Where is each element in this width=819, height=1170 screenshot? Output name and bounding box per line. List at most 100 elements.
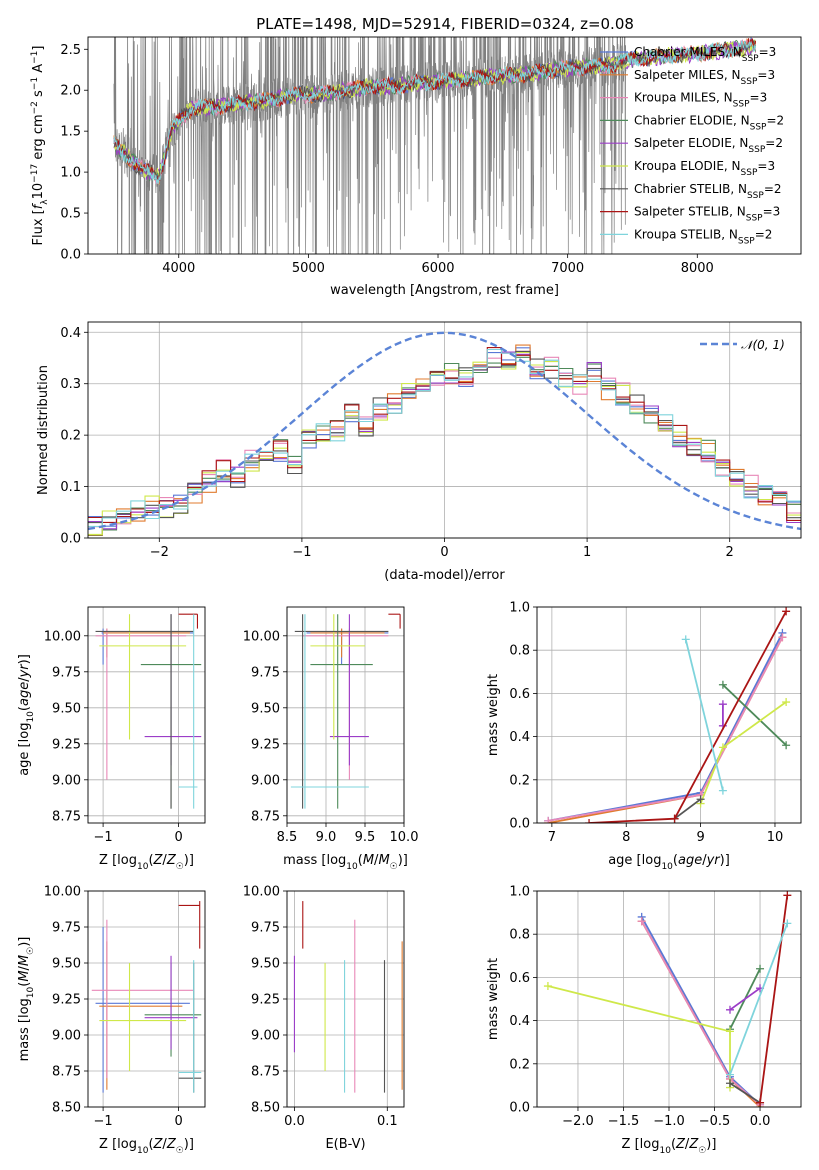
x-tick-label: −0.5 [699, 1114, 731, 1129]
axes-frame [87, 36, 802, 255]
y-tick-label: 9.50 [52, 701, 81, 716]
y-tick-label: 1.0 [509, 601, 530, 616]
y-tick-label: 0.0 [60, 248, 81, 263]
mass_weight_vs_Z-panel: −2.0 −1.5 −1.0 −0.5 0.0 0.0 0.2 0.4 0.6 0.8 1.0 Z [… [486, 885, 802, 1156]
x-tick-label: 0.0 [284, 1114, 305, 1129]
x-tick-label: 4000 [162, 261, 195, 276]
weight-marker [718, 680, 727, 689]
weight-series [729, 987, 761, 1011]
x-tick-label: −1.0 [653, 1114, 685, 1129]
x-axis-label: (data-model)/error [384, 568, 505, 583]
y-tick-label: 2.5 [60, 43, 81, 58]
x-tick-label: 8 [622, 830, 630, 845]
weight-marker [725, 1079, 734, 1088]
weight-marker [778, 633, 787, 642]
x-axis-label: Z [log10(Z/Z☉)] [99, 853, 194, 872]
model-spectrum [113, 40, 757, 185]
x-tick-label: 10 [767, 830, 784, 845]
weight-marker [681, 635, 690, 644]
y-tick-label: 9.25 [251, 737, 280, 752]
x-axis-label: mass [log10(M/M☉)] [283, 853, 408, 872]
y-tick-label: 0.8 [509, 928, 530, 943]
x-tick-label: 9.5 [355, 830, 376, 845]
legend-entry: Kroupa MILES, NSSP=3 [634, 91, 767, 110]
histogram-series [88, 348, 801, 527]
age_vs_mass-panel: 8.5 9.0 9.5 10.0 8.75 9.00 9.25 9.50 9.75 10.00 ma… [243, 606, 418, 872]
y-tick-label: 1.0 [509, 885, 530, 900]
figure-title: PLATE=1498, MJD=52914, FIBERID=0324, z=0… [256, 15, 634, 33]
weight-marker [718, 786, 727, 795]
x-tick-label: 5000 [292, 261, 325, 276]
x-tick-label: 1 [583, 545, 591, 560]
mass_vs_ebv-panel: 0.0 0.1 8.50 8.75 9.00 9.25 9.50 9.75 10.00 [243, 885, 405, 1129]
y-tick-label: 0.0 [509, 1101, 530, 1116]
weight-marker [585, 819, 594, 823]
weight-series [547, 985, 731, 1088]
x-axis-label: Z [log10(Z/Z☉)] [99, 1137, 194, 1156]
y-tick-label: 9.00 [251, 1029, 280, 1044]
weight-marker [670, 814, 679, 823]
axes-frame [87, 890, 206, 1108]
x-tick-label: 9 [696, 830, 704, 845]
y-tick-label: 0.6 [509, 971, 530, 986]
x-tick-label: −2 [150, 545, 169, 560]
x-tick-label: 0 [174, 1114, 182, 1129]
y-tick-label: 9.75 [52, 921, 81, 936]
x-tick-label: 0.1 [377, 1114, 398, 1129]
legend-entry: Chabrier STELIB, NSSP=2 [634, 182, 782, 201]
y-axis-label: age [log10(age/yr)] [17, 654, 36, 776]
age_vs_mass-plot-area [290, 613, 401, 809]
y-tick-label: 9.50 [251, 701, 280, 716]
age_vs_Z-plot-area [95, 613, 202, 809]
y-tick-label: 0.8 [509, 644, 530, 659]
axes-frame [87, 321, 802, 539]
y-tick-label: 9.25 [52, 737, 81, 752]
weight-marker [637, 917, 646, 926]
y-tick-label: 8.75 [52, 809, 81, 824]
x-tick-label: 8.5 [277, 830, 298, 845]
mass_vs_Z-panel: −1 0 8.50 8.75 9.00 9.25 9.50 9.75 10.00 Z [log10… [17, 885, 206, 1156]
axes-frame [536, 606, 802, 824]
y-tick-label: 2.0 [60, 84, 81, 99]
y-tick-label: 9.00 [251, 773, 280, 788]
y-axis-label: Normed distribution [36, 365, 51, 495]
weight-series [729, 1082, 761, 1104]
weight-marker [725, 1070, 734, 1079]
axes-frame [286, 606, 405, 824]
weight-marker [718, 700, 727, 709]
axes-frame [536, 890, 802, 1108]
spectrum-panel: 4000 5000 6000 7000 8000 0.0 0.5 1.0 1.5 2.0 2.5 wa… [30, 36, 802, 298]
mass_vs_Z-plot-area [91, 901, 202, 1093]
y-tick-label: 9.25 [52, 993, 81, 1008]
weight-series [640, 916, 761, 1106]
axes-frame [87, 606, 206, 824]
y-tick-label: 1.5 [60, 125, 81, 140]
normal-curve [88, 331, 801, 531]
weight-marker [782, 607, 791, 616]
y-axis-label: mass weight [486, 958, 501, 1040]
weight-marker [756, 964, 765, 973]
weight-marker [696, 795, 705, 804]
y-tick-label: 0.2 [509, 1057, 530, 1072]
y-tick-label: 1.0 [60, 166, 81, 181]
observed-spectrum [113, 37, 627, 254]
weight-marker [725, 1005, 734, 1014]
mass_weight_vs_age-plot-area [544, 607, 791, 823]
legend-entry: Salpeter STELIB, NSSP=3 [634, 205, 780, 224]
x-tick-label: 7 [548, 830, 556, 845]
x-tick-label: 7000 [551, 261, 584, 276]
mass_vs_ebv-plot-area [293, 901, 403, 1093]
x-tick-label: 2 [726, 545, 734, 560]
weight-marker [782, 741, 791, 750]
weight-marker [756, 1098, 765, 1107]
y-tick-label: 8.50 [52, 1101, 81, 1116]
y-tick-label: 9.50 [52, 957, 81, 972]
y-tick-label: 0.3 [60, 377, 81, 392]
residual_distribution-panel: −2 −1 0 1 2 0.0 0.1 0.2 0.3 0.4 𝒩(0, 1) (data-model… [36, 321, 802, 583]
x-axis-label: age [log10(age/yr)] [608, 853, 730, 872]
y-tick-label: 8.75 [251, 809, 280, 824]
legend-entry: Chabrier MILES, NSSP=3 [634, 45, 776, 64]
age_vs_Z-panel: −1 0 8.75 9.00 9.25 9.50 9.75 10.00 Z [log10(Z/Z… [17, 606, 206, 872]
